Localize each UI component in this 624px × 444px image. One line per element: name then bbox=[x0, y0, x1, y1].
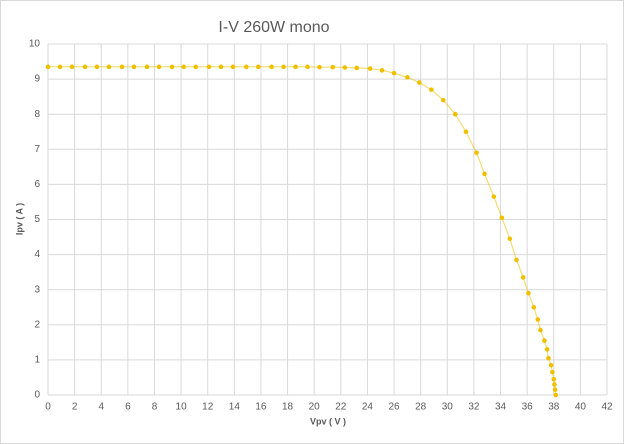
data-point bbox=[305, 64, 310, 70]
data-point bbox=[535, 317, 541, 322]
x-tick-label: 30 bbox=[442, 402, 454, 413]
data-point bbox=[131, 64, 137, 70]
x-tick-label: 14 bbox=[229, 402, 241, 413]
x-tick-label: 38 bbox=[548, 402, 560, 413]
x-tick-label: 28 bbox=[415, 402, 427, 413]
x-tick-label: 4 bbox=[98, 402, 104, 413]
data-point bbox=[156, 64, 162, 70]
data-point bbox=[482, 171, 487, 177]
x-tick-label: 20 bbox=[309, 402, 321, 413]
data-point bbox=[255, 64, 261, 70]
x-tick-label: 6 bbox=[125, 402, 131, 413]
x-tick-label: 18 bbox=[282, 402, 294, 413]
data-point bbox=[169, 64, 175, 70]
data-point bbox=[330, 64, 336, 70]
data-point bbox=[82, 64, 88, 70]
data-point bbox=[551, 376, 557, 382]
x-tick-label: 22 bbox=[335, 402, 347, 413]
x-tick-label: 32 bbox=[468, 402, 480, 413]
y-axis-label: Ipv ( A ) bbox=[14, 203, 24, 235]
y-tick-label: 1 bbox=[34, 355, 40, 366]
x-tick-label: 0 bbox=[45, 402, 51, 413]
data-point bbox=[514, 257, 519, 263]
data-point bbox=[405, 75, 410, 80]
x-tick-label: 26 bbox=[388, 402, 400, 413]
data-point bbox=[94, 64, 100, 70]
data-point bbox=[317, 64, 322, 70]
y-tick-label: 0 bbox=[34, 390, 40, 401]
data-point bbox=[550, 369, 555, 375]
data-point bbox=[538, 327, 543, 333]
data-point bbox=[342, 65, 348, 70]
y-tick-label: 10 bbox=[29, 39, 41, 50]
data-point bbox=[531, 304, 537, 310]
data-point bbox=[281, 64, 286, 70]
data-point bbox=[206, 64, 212, 70]
x-tick-label: 34 bbox=[495, 402, 507, 413]
data-point bbox=[440, 97, 446, 103]
y-tick-label: 3 bbox=[34, 284, 40, 295]
x-tick-label: 36 bbox=[522, 402, 534, 413]
x-tick-label: 2 bbox=[72, 402, 78, 413]
x-tick-label: 10 bbox=[176, 402, 188, 413]
chart-title: I-V 260W mono bbox=[218, 19, 329, 36]
data-point bbox=[542, 338, 547, 343]
data-point bbox=[119, 64, 125, 70]
data-point bbox=[552, 387, 558, 393]
x-tick-label: 24 bbox=[362, 402, 374, 413]
data-point bbox=[474, 150, 479, 156]
data-point bbox=[491, 194, 497, 199]
x-tick-label: 8 bbox=[152, 402, 158, 413]
data-point bbox=[106, 64, 112, 70]
x-tick-label: 12 bbox=[202, 402, 214, 413]
y-tick-label: 7 bbox=[34, 144, 40, 155]
data-point bbox=[230, 64, 236, 70]
data-point bbox=[429, 87, 434, 92]
data-point bbox=[244, 64, 249, 70]
data-point bbox=[69, 64, 75, 70]
data-point bbox=[391, 70, 397, 76]
y-tick-label: 2 bbox=[34, 319, 40, 330]
data-point bbox=[269, 64, 274, 70]
data-point bbox=[544, 347, 550, 352]
y-tick-label: 8 bbox=[34, 109, 40, 120]
data-point bbox=[45, 64, 51, 70]
data-point bbox=[181, 64, 187, 70]
data-point bbox=[144, 64, 150, 70]
data-point bbox=[417, 80, 422, 85]
y-tick-label: 9 bbox=[34, 74, 40, 85]
data-point bbox=[526, 290, 531, 296]
data-point bbox=[193, 64, 199, 70]
y-tick-label: 5 bbox=[34, 214, 40, 225]
data-point bbox=[218, 64, 224, 70]
data-point bbox=[546, 355, 551, 361]
data-point bbox=[499, 215, 505, 221]
data-point bbox=[553, 392, 559, 398]
data-point bbox=[452, 111, 458, 117]
data-point bbox=[367, 66, 373, 71]
x-axis-label: Vpv ( V ) bbox=[310, 416, 346, 426]
data-point bbox=[379, 68, 385, 73]
y-tick-label: 4 bbox=[34, 249, 40, 260]
x-tick-label: 16 bbox=[255, 402, 267, 413]
x-tick-label: 40 bbox=[575, 402, 587, 413]
data-point bbox=[507, 236, 513, 242]
data-point bbox=[520, 275, 526, 280]
data-point bbox=[548, 362, 554, 368]
x-tick-label: 42 bbox=[601, 402, 613, 413]
y-tick-label: 6 bbox=[34, 179, 40, 190]
data-point bbox=[57, 64, 63, 70]
data-point bbox=[463, 129, 469, 135]
data-point bbox=[354, 65, 360, 71]
data-point bbox=[552, 382, 557, 387]
data-point bbox=[293, 64, 298, 70]
